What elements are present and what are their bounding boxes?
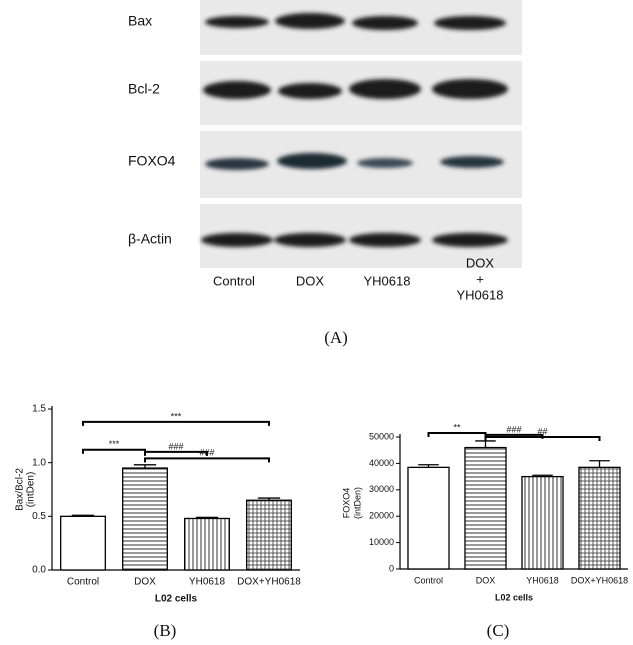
significance-bracket [484,436,601,441]
significance-bracket [144,450,208,456]
y-tick-label: 0 [389,563,394,573]
lane-label: + [476,271,484,286]
error-bar [257,497,281,501]
lane-label: DOX [466,255,495,270]
error-bar [475,440,496,448]
x-tick-label: YH0618 [189,577,226,588]
panel-label: (A) [324,328,348,347]
y-tick-label: 1.0 [32,457,46,468]
y-tick-label: 0.0 [32,565,46,576]
significance-bracket [82,448,146,454]
y-tick-label: 50000 [369,431,394,441]
y-axis-label: (intDen) [352,487,362,519]
significance-label: *** [109,439,120,449]
x-tick-label: DOX+YH0618 [237,577,301,588]
bar [60,515,106,571]
protein-label: FOXO4 [128,153,176,169]
bar [578,466,621,570]
panel-label: (C) [487,621,510,640]
bar [407,466,450,570]
x-axis-label: L02 cells [155,594,198,605]
bar [521,475,564,570]
x-axis-label: L02 cells [495,592,533,602]
protein-label: β-Actin [128,231,172,247]
y-tick-label: 0.5 [32,511,46,522]
bar [184,517,230,571]
y-tick-label: 20000 [369,511,394,521]
lane-label: Control [213,273,255,288]
y-tick-label: 30000 [369,484,394,494]
y-tick-label: 10000 [369,537,394,547]
y-axis-label: FOXO4 [341,488,351,519]
blot-image [200,0,522,268]
significance-label: ## [537,426,547,436]
bar [464,446,507,570]
error-bar [195,516,219,519]
bar [246,499,292,571]
y-tick-label: 1.5 [32,404,46,415]
x-tick-label: Control [414,575,443,585]
significance-label: ### [168,441,183,451]
significance-label: *** [171,411,182,421]
lane-label: YH0618 [364,273,411,288]
x-tick-label: DOX [476,575,496,585]
error-bar [589,460,610,468]
lane-label: YH0618 [457,287,504,302]
error-bar [532,474,553,477]
panel-label: (B) [154,621,177,640]
y-axis-label: (intDen) [26,472,37,508]
error-bar [71,514,95,517]
y-tick-label: 40000 [369,458,394,468]
error-bar [133,464,157,469]
significance-bracket [144,457,270,463]
x-tick-label: DOX+YH0618 [571,575,628,585]
significance-label: ** [453,422,461,432]
x-tick-label: YH0618 [526,575,559,585]
x-tick-label: Control [67,577,99,588]
significance-bracket [427,432,487,438]
bar [122,467,168,571]
y-axis-label: Bax/Bcl-2 [15,468,26,511]
protein-label: Bax [128,13,152,29]
lane-label: DOX [296,273,325,288]
significance-bracket [82,420,270,426]
significance-label: ### [506,424,521,434]
protein-label: Bcl-2 [128,81,160,97]
x-tick-label: DOX [134,577,156,588]
significance-label: ### [199,448,214,458]
error-bar [418,464,439,468]
